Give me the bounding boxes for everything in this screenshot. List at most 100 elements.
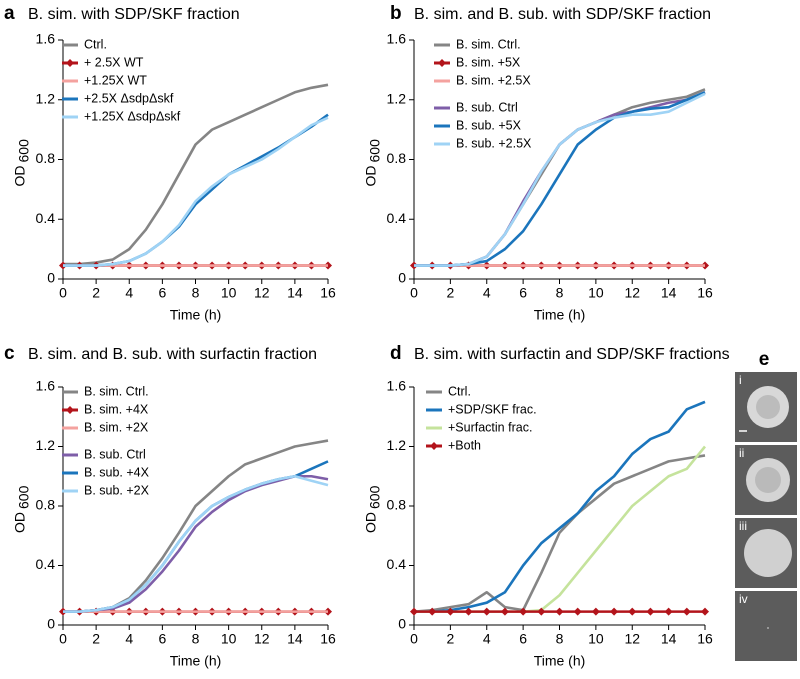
series-line: [63, 83, 329, 266]
x-tick-label: 0: [59, 631, 67, 647]
y-tick-label: 1.2: [387, 90, 407, 106]
panel-label: b: [390, 3, 402, 24]
x-axis-label: Time (h): [534, 653, 586, 669]
y-tick-label: 0.8: [387, 150, 407, 166]
x-tick-label: 6: [158, 285, 166, 301]
y-tick-label: 1.2: [36, 437, 56, 453]
x-tick-label: 8: [556, 631, 564, 647]
series-marker: [628, 607, 637, 616]
x-axis-label: Time (h): [170, 653, 222, 669]
legend-label: +1.25X WT: [84, 73, 147, 87]
y-axis-label-sub: 600: [16, 485, 32, 509]
x-tick-label: 14: [287, 631, 303, 647]
y-axis-label-main: OD: [12, 512, 28, 533]
y-axis-label: OD 600: [12, 485, 32, 533]
chart-title: B. sim. and B. sub. with surfactin fract…: [28, 346, 317, 363]
series-marker: [500, 607, 509, 616]
panel-label: e: [759, 349, 770, 370]
series-line: [63, 474, 329, 613]
x-tick-label: 0: [59, 285, 67, 301]
x-tick-label: 2: [92, 631, 100, 647]
x-tick-label: 14: [661, 631, 677, 647]
panel-e: e i ii iii iv: [735, 349, 797, 661]
legend-marker: [66, 406, 74, 414]
image-label: i: [739, 373, 742, 387]
x-tick-label: 12: [254, 631, 270, 647]
x-tick-label: 8: [556, 285, 564, 301]
colony-center: [755, 467, 781, 493]
series-marker: [682, 607, 691, 616]
panel: a B. sim. with SDP/SKF fraction 0 0.4 0.8 1.2…: [4, 3, 336, 323]
series-marker: [555, 607, 564, 616]
y-tick-label: 1.6: [387, 378, 407, 394]
legend-marker: [438, 59, 446, 67]
x-tick-label: 0: [410, 285, 418, 301]
legend-label: +SDP/SKF frac.: [448, 402, 537, 416]
legend-label: + 2.5X WT: [84, 55, 144, 69]
y-tick-label: 1.2: [387, 437, 407, 453]
y-axis-label-main: OD: [363, 166, 379, 187]
legend-label: B. sim. +5X: [456, 55, 521, 69]
legend-label: B. sub. Ctrl: [84, 447, 146, 461]
y-axis-label-main: OD: [12, 166, 28, 187]
y-tick-label: 0: [398, 270, 406, 286]
panel-label: d: [390, 343, 402, 364]
legend-label: Ctrl.: [84, 37, 107, 51]
series-marker: [482, 607, 491, 616]
legend-label: B. sim. Ctrl.: [84, 384, 149, 398]
series-marker: [701, 607, 709, 616]
x-tick-label: 12: [624, 631, 640, 647]
series-marker: [428, 607, 437, 616]
x-tick-label: 10: [588, 631, 604, 647]
y-tick-label: 0.4: [36, 556, 56, 572]
x-tick-label: 4: [483, 285, 491, 301]
legend-label: +2.5X ΔsdpΔskf: [84, 91, 174, 105]
series-marker: [446, 607, 455, 616]
legend-label: +Both: [448, 438, 481, 452]
x-tick-label: 16: [697, 631, 713, 647]
y-axis-label-sub: 600: [367, 485, 383, 509]
panel-label: a: [4, 3, 15, 24]
legend-label: B. sub. +5X: [456, 118, 522, 132]
x-axis-label: Time (h): [170, 307, 222, 323]
x-tick-label: 4: [125, 285, 133, 301]
legend-label: B. sub. +2.5X: [456, 136, 532, 150]
legend-label: +Surfactin frac.: [448, 420, 532, 434]
y-tick-label: 1.6: [36, 31, 56, 47]
series-marker: [610, 607, 619, 616]
y-tick-label: 0.8: [36, 497, 56, 513]
y-axis-label-sub: 600: [367, 139, 383, 163]
x-tick-label: 2: [446, 631, 454, 647]
y-tick-label: 0: [47, 616, 55, 632]
legend-label: B. sub. +2X: [84, 483, 150, 497]
x-axis-label: Time (h): [534, 307, 586, 323]
y-axis-label-sub: 600: [16, 139, 32, 163]
x-tick-label: 8: [192, 631, 200, 647]
y-tick-label: 1.6: [387, 31, 407, 47]
image-label: ii: [739, 446, 744, 460]
legend-label: B. sim. +4X: [84, 402, 149, 416]
legend-label: B. sim. +2.5X: [456, 73, 531, 87]
x-tick-label: 6: [158, 631, 166, 647]
x-tick-label: 6: [519, 285, 527, 301]
x-tick-label: 16: [697, 285, 713, 301]
x-tick-label: 10: [588, 285, 604, 301]
chart-title: B. sim. with surfactin and SDP/SKF fract…: [414, 346, 730, 363]
colony: [744, 529, 792, 577]
x-tick-label: 6: [519, 631, 527, 647]
y-axis-label: OD 600: [363, 139, 383, 187]
y-tick-label: 0: [47, 270, 55, 286]
series-line: [413, 454, 706, 613]
x-tick-label: 10: [221, 631, 237, 647]
series-line: [414, 88, 706, 267]
x-tick-label: 12: [624, 285, 640, 301]
series-marker: [646, 607, 655, 616]
y-axis-label: OD 600: [12, 139, 32, 187]
y-axis-label-main: OD: [363, 512, 379, 533]
y-tick-label: 0.4: [36, 210, 56, 226]
legend-label: Ctrl.: [448, 384, 471, 398]
series-marker: [410, 607, 418, 616]
x-tick-label: 12: [254, 285, 270, 301]
colony-center: [756, 395, 780, 419]
y-axis-label: OD 600: [363, 485, 383, 533]
